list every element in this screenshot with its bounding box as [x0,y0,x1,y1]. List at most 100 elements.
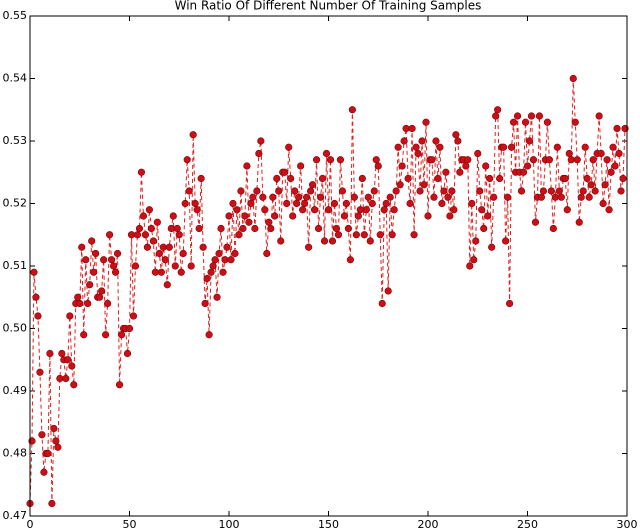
data-point [70,381,78,389]
data-point [484,212,492,220]
data-point [157,268,165,276]
data-point [104,299,112,308]
data-point [509,118,518,126]
x-tick-label: 0 [27,518,34,531]
data-point [153,218,161,226]
data-point [438,199,446,208]
data-point [235,231,243,239]
data-point [486,174,494,183]
data-point [563,206,571,214]
data-point [253,187,261,195]
data-point [227,256,235,264]
y-tick-label: 0.51 [3,259,28,272]
data-point [92,249,100,258]
data-point [78,243,86,251]
data-point [615,149,623,158]
data-point [247,199,255,208]
data-point [492,112,500,120]
data-point [440,187,448,195]
data-point [553,143,561,151]
data-point [50,424,58,433]
data-point [179,249,187,258]
data-point [223,243,231,251]
data-point [517,187,526,195]
data-point [597,149,605,158]
plot-frame [29,15,628,517]
data-point [221,256,229,264]
data-point [368,199,376,208]
data-point [245,218,253,226]
data-point [102,331,110,339]
data-point [450,206,458,214]
data-point [167,224,175,233]
data-point [127,231,136,239]
data-point [446,212,454,220]
data-point [525,137,534,145]
data-point [98,287,106,295]
data-point [100,256,108,264]
data-point [577,193,585,201]
data-point [456,168,464,176]
data-point [488,243,496,251]
y-tick-label: 0.50 [3,322,28,335]
data-point [464,156,472,164]
y-tick-label: 0.47 [3,509,28,522]
data-point [535,112,544,120]
x-tick-label: 150 [318,518,339,531]
data-point [107,256,116,264]
data-point [191,199,199,208]
data-point [308,181,317,189]
data-point [551,193,559,201]
data-point [251,224,259,233]
data-point [565,149,573,158]
data-point [420,181,428,189]
data-point [291,187,299,195]
data-point [356,206,364,214]
data-point [163,281,171,289]
data-point [523,162,532,170]
y-tick-label: 0.48 [3,447,28,460]
data-point [155,249,163,258]
data-point [332,224,341,233]
data-point [275,187,283,195]
data-point [452,131,460,139]
data-point [613,124,621,133]
data-point [137,168,146,176]
data-point [305,243,313,251]
data-point [432,137,440,145]
data-point [382,199,390,208]
data-point [507,143,516,151]
data-point [402,124,410,133]
data-point [422,118,430,126]
data-point [583,174,591,183]
data-point [607,168,615,176]
data-point [442,168,450,176]
data-point [416,187,424,195]
y-tick-label: 0.55 [3,9,28,22]
data-point [549,224,557,233]
data-point [398,162,406,170]
data-point [44,449,52,458]
data-point [599,199,607,208]
data-point [96,293,104,301]
data-point [322,149,331,158]
data-point [243,162,251,170]
data-point [213,293,221,301]
data-point [143,243,152,251]
data-point [123,349,132,358]
data-point [358,174,366,183]
data-point [113,249,122,258]
data-point [64,356,72,364]
data-point [58,349,66,358]
data-point [400,137,408,145]
data-point [476,187,484,195]
data-point [117,331,126,339]
data-point [316,193,325,201]
data-point [217,224,225,233]
data-point [360,231,368,239]
chart-title: Win Ratio Of Different Number Of Trainin… [175,0,482,13]
data-point [111,268,120,276]
data-point [478,206,486,214]
data-point [30,268,38,276]
data-point [201,299,209,308]
